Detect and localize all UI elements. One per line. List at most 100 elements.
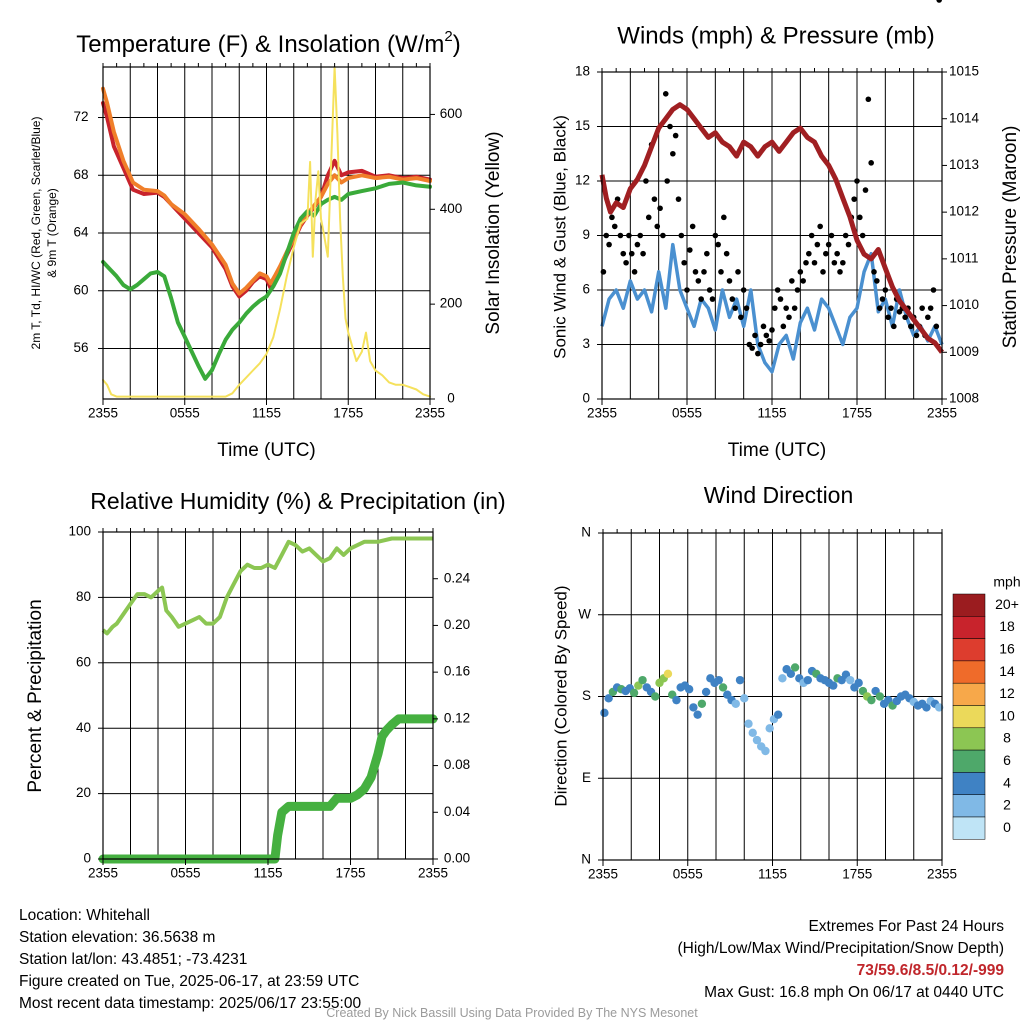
direction-point [803,675,813,685]
gust-point [755,350,761,357]
gust-point [749,345,755,351]
x-tick-label: 1155 [757,406,786,421]
gust-point [681,259,687,266]
gust-point [637,232,644,239]
chart-title: Wind Direction [704,482,854,508]
gust-point [760,323,767,330]
gust-point [927,305,934,311]
y2-tick-label: 200 [440,296,463,311]
x-tick-label: 1155 [252,406,281,421]
created-text: Figure created on Tue, 2025-06-17, at 23… [19,973,360,990]
gust-point [865,96,872,103]
gust-point [667,123,673,130]
y-tick-label: 100 [68,524,91,539]
gust-point [603,232,610,239]
y-tick-label: 6 [582,282,590,297]
y-axis-label: Direction (Colored By Speed) [551,585,570,806]
y2-tick-label: 1008 [949,391,979,406]
series-line [101,180,432,381]
gust-point [854,178,860,184]
y2-axis-label: Solar Insolation (Yellow) [483,131,504,334]
gust-point [729,296,736,302]
gust-point [925,314,931,321]
direction-point [604,694,613,703]
gust-point [763,332,770,339]
y2-tick-label: 400 [440,201,463,216]
colorbar-swatch [952,749,986,773]
y-tick-label: 72 [73,109,88,124]
recent-data-text: Most recent data timestamp: 2025/06/17 2… [19,995,362,1012]
colorbar-label: 10 [999,707,1015,723]
gust-point [882,287,889,293]
gust-point [797,269,804,275]
humidity-panel: Relative Humidity (%) & Precipitation (i… [25,488,506,880]
direction-point [629,688,639,698]
gust-point [840,259,846,266]
x-tick-label: 2355 [88,406,118,421]
colorbar-swatch [952,682,986,706]
x-tick-label: 2355 [927,867,957,882]
gust-point [718,269,724,275]
gust-point [786,314,792,321]
gust-point [800,278,806,284]
direction-point [752,735,762,745]
chart-title-main: Temperature (F) & Insolation (W/m [76,31,444,58]
gust-point [774,287,781,293]
direction-point [934,703,944,712]
colorbar-label: 0 [1003,819,1011,835]
gust-point [936,0,942,3]
gust-point [634,241,641,248]
x-tick-label: 2355 [588,867,618,882]
y-tick-label: E [582,770,591,785]
direction-point [638,675,647,685]
gust-point [643,178,649,184]
gust-point [687,247,693,253]
x-tick-label: 0555 [170,406,200,421]
colorbar-swatch [952,705,986,729]
gust-point [670,150,676,157]
gust-point [772,305,778,311]
gust-point [857,214,863,221]
y-tick-label: 68 [73,167,88,182]
gust-point [817,223,823,230]
gust-point [825,241,832,248]
y-tick-label: N [581,852,591,867]
colorbar-swatch [952,794,986,818]
y2-tick-label: 1010 [949,297,979,312]
gust-point [814,241,821,248]
y2-tick-label: 0.16 [444,664,470,679]
winds-panel: Winds (mph) & Pressure (mb) 2355 0555 1155 1… [550,0,1021,461]
y-tick-label: 64 [73,225,89,240]
gust-point [628,250,635,257]
y2-tick-label: 0.04 [444,804,471,819]
x-tick-label: 1755 [335,866,365,881]
direction-point [718,683,728,692]
y2-tick-label: 600 [440,106,463,121]
x-tick-label: 1755 [842,406,872,421]
y2-tick-label: 1012 [949,204,979,219]
gust-point [721,214,727,221]
gust-point [930,287,937,293]
chart-title-end: ) [453,31,461,58]
gust-point [851,196,857,202]
pressure-series-line [599,102,944,354]
y-tick-label: 15 [575,118,590,133]
direction-point [697,699,707,708]
gust-point [678,232,685,239]
temperature-panel: Temperature (F) & Insolation (W/m2)2355 0… [29,28,504,461]
gust-point [662,91,669,97]
gust-point [701,269,707,275]
direction-point [684,685,694,694]
chart-title: Winds (mph) & Pressure (mb) [617,22,934,49]
gust-point [933,323,940,330]
x-tick-label: 0555 [170,866,200,881]
x-tick-label: 1755 [333,406,363,421]
gust-point [828,232,835,239]
x-tick-label: 1155 [253,866,282,881]
y2-tick-label: 0.12 [444,710,470,725]
y2-tick-label: 1009 [949,344,979,359]
y-tick-label: 0 [582,391,590,406]
gust-point [862,187,869,193]
y-tick-label: 9 [582,227,590,242]
